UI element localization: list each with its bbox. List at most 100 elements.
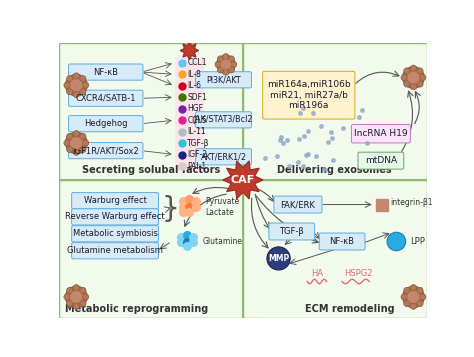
Circle shape: [215, 61, 221, 67]
FancyBboxPatch shape: [263, 71, 355, 119]
Circle shape: [402, 286, 424, 308]
Circle shape: [410, 84, 417, 90]
Circle shape: [217, 56, 224, 62]
Text: HA: HA: [311, 269, 323, 278]
Text: MMP: MMP: [268, 254, 289, 263]
FancyBboxPatch shape: [351, 125, 410, 143]
Circle shape: [408, 291, 419, 303]
Circle shape: [80, 89, 86, 95]
Circle shape: [410, 285, 417, 291]
Text: Glutamine: Glutamine: [202, 237, 243, 246]
Circle shape: [67, 76, 73, 82]
Polygon shape: [223, 161, 263, 199]
Text: ECM remodeling: ECM remodeling: [305, 304, 395, 314]
Text: integrin-β1: integrin-β1: [390, 198, 433, 207]
Circle shape: [387, 232, 406, 251]
Text: IGF1R/AKT/Sox2: IGF1R/AKT/Sox2: [73, 146, 139, 155]
Circle shape: [67, 133, 73, 140]
FancyBboxPatch shape: [72, 243, 158, 259]
Circle shape: [230, 61, 237, 67]
Circle shape: [65, 286, 87, 308]
FancyBboxPatch shape: [69, 116, 143, 132]
Text: Pyruvate
Lactate: Pyruvate Lactate: [205, 197, 239, 217]
Text: miR164a,miR106b
miR21, miR27a/b
miR196a: miR164a,miR106b miR21, miR27a/b miR196a: [267, 80, 351, 110]
Circle shape: [65, 74, 87, 96]
Circle shape: [401, 74, 407, 81]
Text: Delivering exosomes: Delivering exosomes: [277, 165, 392, 175]
Text: Metabolic reprogramming: Metabolic reprogramming: [65, 304, 209, 314]
Text: }: }: [162, 195, 179, 223]
Circle shape: [67, 300, 73, 307]
Text: HGF: HGF: [187, 104, 203, 113]
Text: LPP: LPP: [410, 237, 425, 246]
Bar: [59, 180, 243, 318]
Circle shape: [82, 82, 89, 88]
Text: Hedgehog: Hedgehog: [84, 119, 128, 128]
FancyBboxPatch shape: [196, 72, 251, 88]
Circle shape: [419, 294, 426, 300]
Circle shape: [404, 68, 410, 74]
Circle shape: [73, 131, 80, 137]
Circle shape: [228, 67, 235, 73]
FancyBboxPatch shape: [72, 209, 158, 225]
Circle shape: [417, 68, 423, 74]
Text: Metabolic symbiosis: Metabolic symbiosis: [73, 229, 157, 238]
Circle shape: [410, 303, 417, 309]
FancyBboxPatch shape: [269, 223, 315, 240]
Circle shape: [80, 300, 86, 307]
Circle shape: [67, 89, 73, 95]
Text: SDF1: SDF1: [187, 93, 207, 102]
Text: Warburg effect: Warburg effect: [83, 196, 146, 205]
Circle shape: [73, 91, 80, 97]
Text: lncRNA H19: lncRNA H19: [354, 129, 408, 138]
Text: CCL1: CCL1: [187, 58, 207, 67]
Circle shape: [417, 81, 423, 87]
Circle shape: [228, 56, 235, 62]
Text: PI3K/AKT: PI3K/AKT: [206, 75, 241, 84]
Text: TGF-β: TGF-β: [187, 139, 210, 147]
Circle shape: [419, 74, 426, 81]
Text: Reverse Warburg effect: Reverse Warburg effect: [65, 212, 165, 221]
Text: IL-8: IL-8: [187, 70, 201, 79]
Text: HSPG2: HSPG2: [345, 269, 373, 278]
FancyBboxPatch shape: [72, 226, 158, 242]
Circle shape: [408, 71, 419, 84]
Circle shape: [217, 55, 235, 74]
Text: Secreting solubal factors: Secreting solubal factors: [82, 165, 220, 175]
Circle shape: [73, 285, 80, 291]
FancyBboxPatch shape: [69, 64, 143, 80]
FancyBboxPatch shape: [69, 142, 143, 159]
Bar: [243, 180, 427, 318]
Text: Glutamine metabolism: Glutamine metabolism: [67, 246, 163, 255]
Circle shape: [401, 294, 407, 300]
Circle shape: [217, 67, 224, 73]
Text: CCL5: CCL5: [187, 116, 207, 125]
Circle shape: [73, 303, 80, 309]
Circle shape: [82, 140, 89, 146]
Circle shape: [221, 59, 231, 70]
Text: TGF-β: TGF-β: [279, 227, 304, 236]
Circle shape: [80, 76, 86, 82]
Text: AKT/ERK1/2: AKT/ERK1/2: [201, 152, 246, 161]
FancyBboxPatch shape: [358, 152, 404, 169]
FancyBboxPatch shape: [72, 193, 158, 209]
FancyBboxPatch shape: [196, 149, 251, 165]
FancyBboxPatch shape: [196, 112, 251, 128]
Circle shape: [223, 69, 229, 75]
Circle shape: [64, 140, 70, 146]
Circle shape: [267, 247, 290, 270]
Circle shape: [402, 67, 424, 88]
Circle shape: [404, 81, 410, 87]
Circle shape: [73, 73, 80, 79]
Text: mtDNA: mtDNA: [365, 156, 397, 165]
Polygon shape: [180, 41, 199, 60]
Circle shape: [417, 300, 423, 307]
Circle shape: [65, 132, 87, 154]
Circle shape: [64, 294, 70, 300]
Text: PAI-1: PAI-1: [187, 161, 206, 171]
Circle shape: [80, 287, 86, 293]
Text: IGF-2: IGF-2: [187, 150, 207, 159]
Text: IL-11: IL-11: [187, 127, 206, 136]
Circle shape: [70, 137, 82, 149]
Circle shape: [82, 294, 89, 300]
